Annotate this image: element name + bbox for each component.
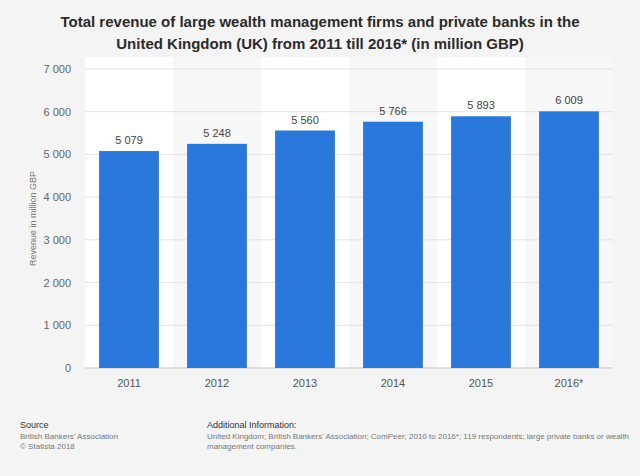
data-label: 6 009 (555, 94, 583, 106)
column-band (525, 57, 613, 368)
grid-line (85, 368, 613, 369)
y-tick-label: 0 (65, 362, 71, 374)
grid-line (85, 325, 613, 326)
grid-line (85, 111, 613, 112)
bars (99, 111, 599, 368)
grid-line (85, 154, 613, 155)
y-tick-label: 1 000 (43, 319, 71, 331)
bar (363, 122, 423, 368)
additional-info: United Kingdom; British Bankers' Associa… (207, 432, 632, 452)
bar (275, 131, 335, 368)
x-tick-label: 2016* (555, 377, 584, 389)
additional-info-label: Additional Information: (207, 420, 297, 430)
data-label: 5 079 (115, 134, 143, 146)
data-label: 5 766 (379, 105, 407, 117)
source-label: Source (20, 420, 49, 430)
y-tick-label: 2 000 (43, 277, 71, 289)
y-tick-label: 7 000 (43, 63, 71, 75)
copyright: © Statista 2018 (20, 442, 75, 452)
x-tick-label: 2013 (293, 377, 317, 389)
grid-line (85, 197, 613, 198)
data-label: 5 248 (203, 127, 231, 139)
column-band (173, 57, 261, 368)
bar (539, 111, 599, 368)
y-tick-label: 6 000 (43, 106, 71, 118)
y-axis-label: Revenue in million GBP (28, 171, 38, 266)
data-label: 5 893 (467, 99, 495, 111)
grid-line (85, 69, 613, 70)
grid-line (85, 282, 613, 283)
bar (451, 116, 511, 368)
source-text: British Bankers' Association (20, 432, 118, 442)
x-tick-label: 2012 (205, 377, 229, 389)
y-tick-label: 5 000 (43, 148, 71, 160)
x-tick-label: 2014 (381, 377, 405, 389)
x-tick-label: 2011 (117, 377, 141, 389)
bar (99, 151, 159, 368)
y-tick-label: 4 000 (43, 191, 71, 203)
column-band (349, 57, 437, 368)
grid-line (85, 239, 613, 240)
data-label: 5 560 (291, 114, 319, 126)
x-tick-label: 2015 (469, 377, 493, 389)
x-axis-line (85, 368, 613, 369)
chart-svg: 0 1 000 2 000 3 000 4 000 5 000 6 000 7 000 Reve… (0, 0, 640, 400)
y-tick-label: 3 000 (43, 234, 71, 246)
chart-title: Total revenue of large wealth management… (0, 11, 640, 55)
plot-background (85, 57, 613, 368)
bar (187, 144, 247, 368)
